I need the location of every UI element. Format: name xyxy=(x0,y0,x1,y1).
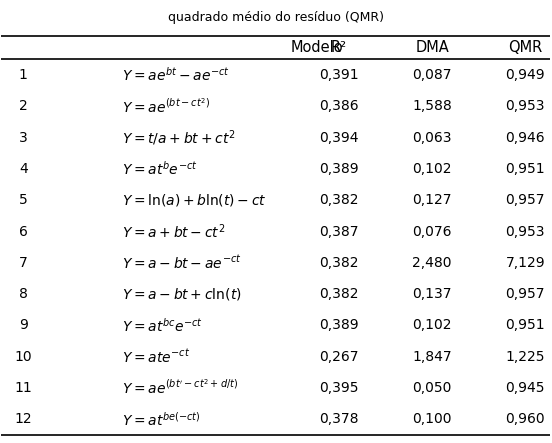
Text: 10: 10 xyxy=(14,350,32,364)
Text: $Y = a - bt + c\ln(t)$: $Y = a - bt + c\ln(t)$ xyxy=(122,286,242,302)
Text: 0,386: 0,386 xyxy=(319,99,359,113)
Text: 3: 3 xyxy=(19,131,28,145)
Text: 0,063: 0,063 xyxy=(412,131,452,145)
Text: 0,953: 0,953 xyxy=(506,225,545,239)
Text: 0,102: 0,102 xyxy=(412,162,452,176)
Text: 0,389: 0,389 xyxy=(319,319,359,333)
Text: 0,960: 0,960 xyxy=(506,412,545,426)
Text: 12: 12 xyxy=(14,412,32,426)
Text: quadrado médio do resíduo (QMR): quadrado médio do resíduo (QMR) xyxy=(168,11,384,24)
Text: 0,137: 0,137 xyxy=(412,287,452,301)
Text: 2: 2 xyxy=(19,99,28,113)
Text: DMA: DMA xyxy=(415,40,449,55)
Text: 9: 9 xyxy=(19,319,28,333)
Text: 6: 6 xyxy=(19,225,28,239)
Text: 0,389: 0,389 xyxy=(319,162,359,176)
Text: $Y = a - bt - ae^{-ct}$: $Y = a - bt - ae^{-ct}$ xyxy=(122,254,242,272)
Text: 0,087: 0,087 xyxy=(412,68,452,82)
Text: 1: 1 xyxy=(19,68,28,82)
Text: $Y = at^{bc}e^{-ct}$: $Y = at^{bc}e^{-ct}$ xyxy=(122,317,203,334)
Text: 0,395: 0,395 xyxy=(319,381,359,395)
Text: 7,129: 7,129 xyxy=(506,256,545,270)
Text: 0,102: 0,102 xyxy=(412,319,452,333)
Text: 11: 11 xyxy=(14,381,32,395)
Text: 5: 5 xyxy=(19,193,28,207)
Text: 0,076: 0,076 xyxy=(412,225,452,239)
Text: 0,951: 0,951 xyxy=(506,162,545,176)
Text: 0,391: 0,391 xyxy=(319,68,359,82)
Text: 1,588: 1,588 xyxy=(412,99,452,113)
Text: 0,387: 0,387 xyxy=(319,225,359,239)
Text: 0,957: 0,957 xyxy=(506,193,545,207)
Text: $Y = at^{be(-ct)}$: $Y = at^{be(-ct)}$ xyxy=(122,410,200,428)
Text: 0,394: 0,394 xyxy=(319,131,359,145)
Text: 1,847: 1,847 xyxy=(412,350,452,364)
Text: 0,127: 0,127 xyxy=(412,193,452,207)
Text: 0,949: 0,949 xyxy=(506,68,545,82)
Text: $Y = t/a + bt + ct^{2}$: $Y = t/a + bt + ct^{2}$ xyxy=(122,128,236,148)
Text: 0,100: 0,100 xyxy=(412,412,452,426)
Text: 7: 7 xyxy=(19,256,28,270)
Text: 0,267: 0,267 xyxy=(319,350,359,364)
Text: 2,480: 2,480 xyxy=(412,256,452,270)
Text: $Y = ae^{(bt-ct^{2})}$: $Y = ae^{(bt-ct^{2})}$ xyxy=(122,97,210,116)
Text: 1,225: 1,225 xyxy=(506,350,545,364)
Text: $Y = a + bt - ct^{2}$: $Y = a + bt - ct^{2}$ xyxy=(122,222,226,241)
Text: 4: 4 xyxy=(19,162,28,176)
Text: 0,945: 0,945 xyxy=(506,381,545,395)
Text: 0,382: 0,382 xyxy=(319,193,359,207)
Text: R²: R² xyxy=(331,40,347,55)
Text: Modelo: Modelo xyxy=(290,40,343,55)
Text: $Y = \ln(a) + b\ln(t) - ct$: $Y = \ln(a) + b\ln(t) - ct$ xyxy=(122,192,267,208)
Text: $Y = ate^{-ct}$: $Y = ate^{-ct}$ xyxy=(122,348,190,365)
Text: 0,957: 0,957 xyxy=(506,287,545,301)
Text: 0,382: 0,382 xyxy=(319,256,359,270)
Text: 0,382: 0,382 xyxy=(319,287,359,301)
Text: $Y = ae^{bt} - ae^{-ct}$: $Y = ae^{bt} - ae^{-ct}$ xyxy=(122,66,230,84)
Text: 0,951: 0,951 xyxy=(506,319,545,333)
Text: 0,946: 0,946 xyxy=(506,131,545,145)
Text: 0,378: 0,378 xyxy=(319,412,359,426)
Text: $Y = at^{b}e^{-ct}$: $Y = at^{b}e^{-ct}$ xyxy=(122,160,198,178)
Text: 0,953: 0,953 xyxy=(506,99,545,113)
Text: 8: 8 xyxy=(19,287,28,301)
Text: QMR: QMR xyxy=(508,40,543,55)
Text: 0,050: 0,050 xyxy=(412,381,452,395)
Text: $Y = ae^{(bt'-ct^{2}+d/t)}$: $Y = ae^{(bt'-ct^{2}+d/t)}$ xyxy=(122,379,238,397)
